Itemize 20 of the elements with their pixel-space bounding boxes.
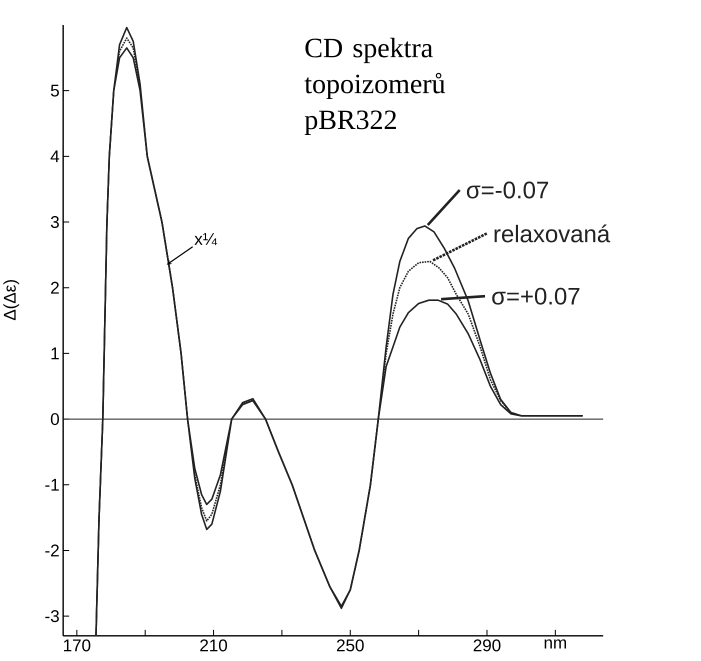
x-tick-label: 210 xyxy=(200,639,228,652)
x-tick-label: 250 xyxy=(336,639,364,652)
x-tick-label: 170 xyxy=(64,639,90,652)
y-axis-title: Δ(Δε) xyxy=(3,280,20,320)
y-tick-label: 3 xyxy=(50,216,59,228)
y-tick-label: 2 xyxy=(51,282,59,294)
y-tick-label: -1 xyxy=(45,479,59,491)
y-tick-label: 0 xyxy=(50,413,59,426)
y-tick-label: -3 xyxy=(45,610,59,622)
y-tick-label: 5 xyxy=(50,84,59,97)
y-tick-label: -2 xyxy=(45,544,59,556)
annotation: x¼ xyxy=(194,233,218,246)
x-tick-label: 290 xyxy=(474,639,500,652)
x-tick-label: nm xyxy=(544,639,566,649)
legend-label: relaxovaná xyxy=(494,224,610,243)
series-label: σ=-0.07 xyxy=(466,182,548,199)
legend-label: σ=+0.07 xyxy=(492,288,580,305)
y-tick-label: 4 xyxy=(50,150,60,162)
y-tick-label: 1 xyxy=(52,348,59,360)
text: CD spektra topoizomerů pBR322 xyxy=(304,38,446,136)
